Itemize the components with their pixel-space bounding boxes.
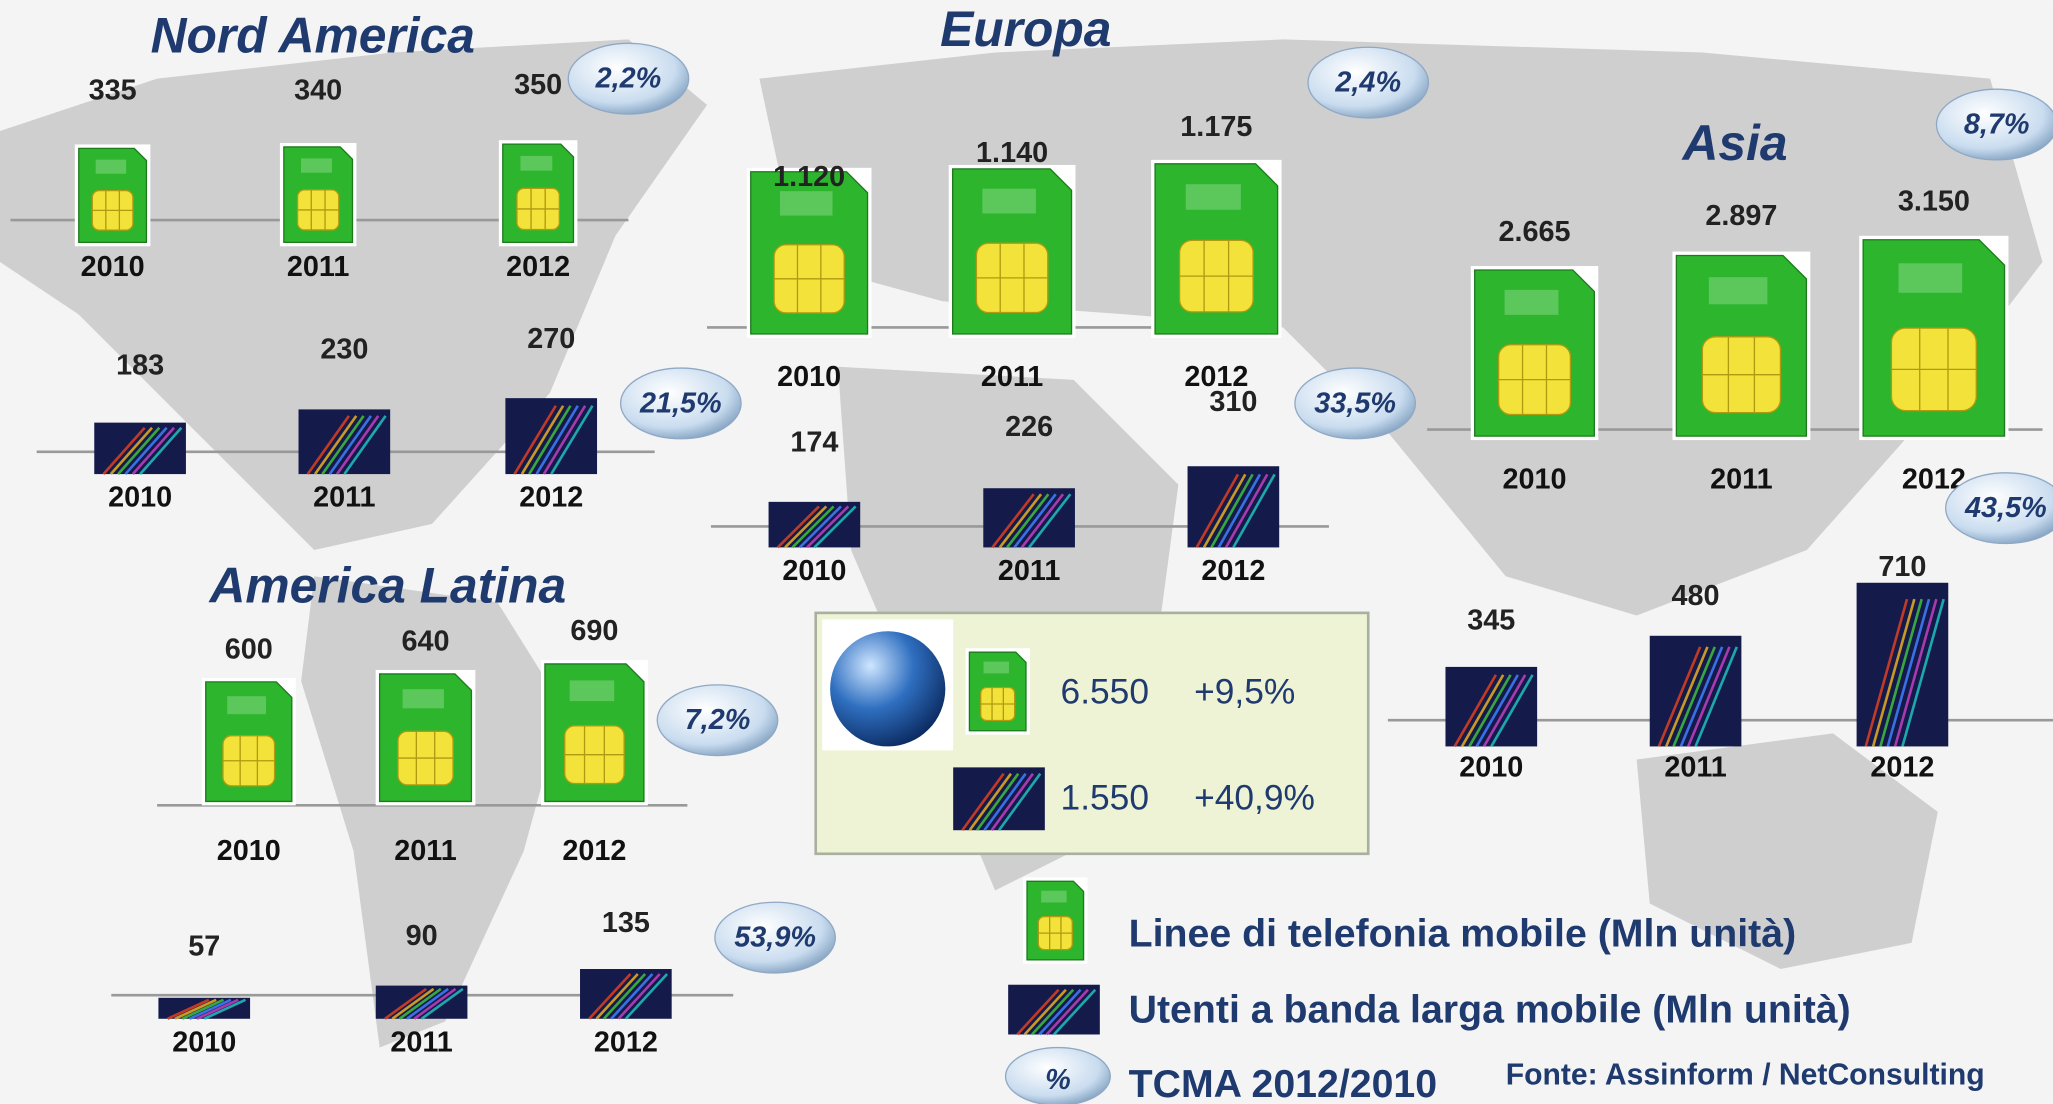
summary-growth: +40,9%	[1194, 778, 1315, 817]
value-label: 135	[602, 907, 650, 939]
source: Fonte: Assinform / NetConsulting	[1506, 1058, 1985, 1091]
value-label: 640	[402, 626, 450, 658]
value-label: 600	[225, 633, 273, 665]
cagr-label: 8,7%	[1964, 108, 2030, 140]
value-label: 2.665	[1498, 216, 1570, 248]
sim-print	[1186, 184, 1241, 210]
cagr-label: 33,5%	[1314, 387, 1396, 419]
legend-label: Linee di telefonia mobile (Mln unità)	[1129, 912, 1797, 956]
value-label: 1.120	[773, 161, 845, 193]
value-label: 57	[188, 931, 220, 963]
infographic: Nord America 335 2010 340 2011 350 2012 2,2% 183…	[0, 0, 2053, 1104]
year-label: 2010	[782, 555, 846, 587]
year-label: 2012	[594, 1026, 658, 1058]
sim-print	[780, 191, 833, 215]
cagr-label: 2,4%	[1334, 67, 1401, 99]
year-label: 2012	[1201, 555, 1265, 587]
year-label: 2012	[1870, 751, 1934, 783]
cagr-label: 7,2%	[685, 704, 751, 736]
value-label: 1.140	[976, 137, 1048, 169]
year-label: 2011	[390, 1026, 452, 1058]
year-label: 2011	[1710, 463, 1772, 495]
sim-print	[982, 189, 1036, 214]
value-label: 710	[1878, 551, 1926, 583]
year-label: 2012	[519, 482, 583, 514]
value-label: 174	[790, 427, 838, 459]
summary-total: 6.550	[1061, 672, 1149, 711]
legend-label: Utenti a banda larga mobile (Mln unità)	[1129, 988, 1851, 1032]
summary-growth: +9,5%	[1194, 672, 1295, 711]
value-label: 480	[1672, 580, 1720, 612]
year-label: 2011	[394, 835, 456, 867]
value-label: 345	[1467, 605, 1515, 637]
year-label: 2011	[1664, 751, 1726, 783]
year-label: 2011	[313, 482, 375, 514]
legend-symbol: %	[1045, 1064, 1071, 1096]
year-label: 2010	[777, 361, 841, 393]
sim-print	[1709, 277, 1768, 304]
sim-print	[403, 689, 444, 708]
year-label: 2010	[81, 251, 145, 283]
legend-label: TCMA 2012/2010	[1129, 1062, 1437, 1104]
cagr-label: 53,9%	[734, 922, 816, 954]
year-label: 2012	[506, 251, 570, 283]
year-label: 2010	[1459, 751, 1523, 783]
sim-print	[984, 662, 1009, 674]
page: {"chart_data": [ {"type": "pictogram", "…	[0, 0, 2053, 1104]
value-label: 335	[89, 74, 137, 106]
sim-print	[1041, 891, 1066, 903]
globe	[830, 631, 945, 746]
value-label: 310	[1209, 386, 1257, 418]
sim-print	[570, 680, 615, 701]
sim-print	[1899, 263, 1963, 292]
region-title: Europa	[940, 1, 1111, 57]
value-label: 690	[570, 615, 618, 647]
cagr-label: 2,2%	[595, 63, 662, 95]
region-title: Nord America	[151, 8, 475, 64]
value-label: 1.175	[1180, 111, 1252, 143]
region-title: America Latina	[207, 557, 566, 613]
sim-print	[96, 160, 126, 174]
year-label: 2010	[1502, 463, 1566, 495]
year-label: 2010	[217, 835, 281, 867]
summary-box	[816, 613, 1369, 854]
summary-total: 1.550	[1061, 778, 1149, 817]
value-label: 226	[1005, 411, 1053, 443]
value-label: 270	[527, 323, 575, 355]
value-label: 350	[514, 69, 562, 101]
cagr-label: 21,5%	[639, 387, 722, 419]
value-label: 90	[406, 920, 438, 952]
sim-print	[227, 696, 266, 714]
value-label: 183	[116, 349, 164, 381]
year-label: 2010	[108, 482, 172, 514]
value-label: 2.897	[1705, 200, 1777, 232]
sim-print	[1505, 290, 1559, 315]
sim-print	[301, 158, 332, 172]
value-label: 3.150	[1898, 186, 1970, 218]
cagr-label: 43,5%	[1964, 492, 2047, 524]
region-title: Asia	[1680, 115, 1787, 171]
year-label: 2011	[981, 361, 1043, 393]
sim-print	[520, 156, 552, 171]
year-label: 2012	[562, 835, 626, 867]
year-label: 2010	[172, 1026, 236, 1058]
year-label: 2011	[998, 555, 1060, 587]
value-label: 340	[294, 74, 342, 106]
value-label: 230	[320, 334, 368, 366]
year-label: 2011	[287, 251, 349, 283]
